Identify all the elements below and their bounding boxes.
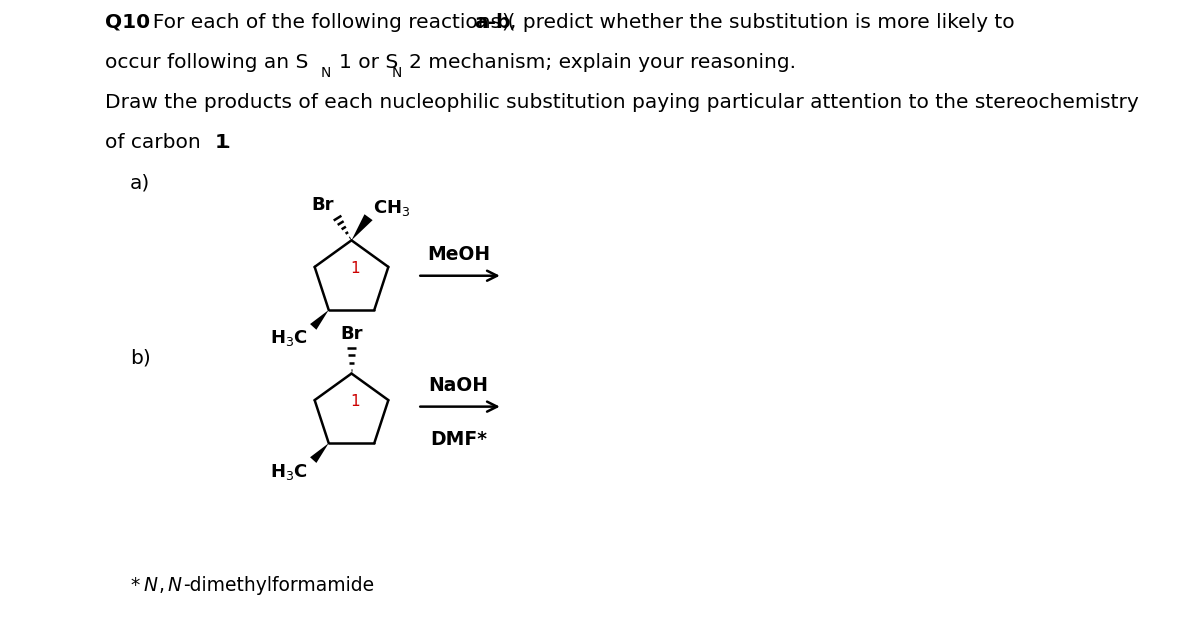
Text: 1 or S: 1 or S — [338, 53, 398, 72]
Text: of carbon: of carbon — [106, 133, 208, 152]
Text: N: N — [320, 66, 331, 80]
Text: ), predict whether the substitution is more likely to: ), predict whether the substitution is m… — [502, 13, 1015, 32]
Text: H$_3$C: H$_3$C — [270, 462, 307, 482]
Polygon shape — [310, 310, 329, 330]
Text: H$_3$C: H$_3$C — [270, 328, 307, 348]
Text: Q10: Q10 — [106, 13, 150, 32]
Text: 1: 1 — [215, 133, 229, 152]
Text: Br: Br — [341, 325, 362, 343]
Polygon shape — [352, 214, 373, 240]
Text: 2 mechanism; explain your reasoning.: 2 mechanism; explain your reasoning. — [409, 53, 796, 72]
Text: N: N — [392, 66, 402, 80]
Text: b): b) — [130, 348, 151, 367]
Text: -dimethylformamide: -dimethylformamide — [182, 576, 374, 595]
Text: Br: Br — [311, 196, 334, 214]
Text: N: N — [167, 576, 181, 595]
Text: a-b: a-b — [474, 13, 510, 32]
Polygon shape — [310, 443, 329, 463]
Text: 1: 1 — [350, 394, 360, 409]
Text: occur following an S: occur following an S — [106, 53, 308, 72]
Text: *: * — [130, 576, 139, 595]
Text: a): a) — [130, 173, 150, 192]
Text: N: N — [143, 576, 157, 595]
Text: .: . — [226, 133, 232, 152]
Text: . For each of the following reactions (: . For each of the following reactions ( — [139, 13, 515, 32]
Text: DMF*: DMF* — [430, 430, 487, 449]
Text: Draw the products of each nucleophilic substitution paying particular attention : Draw the products of each nucleophilic s… — [106, 93, 1139, 112]
Text: MeOH: MeOH — [427, 245, 490, 264]
Text: ,: , — [158, 576, 166, 595]
Text: CH$_3$: CH$_3$ — [373, 197, 410, 217]
Text: 1: 1 — [350, 260, 360, 275]
Text: NaOH: NaOH — [428, 376, 488, 395]
